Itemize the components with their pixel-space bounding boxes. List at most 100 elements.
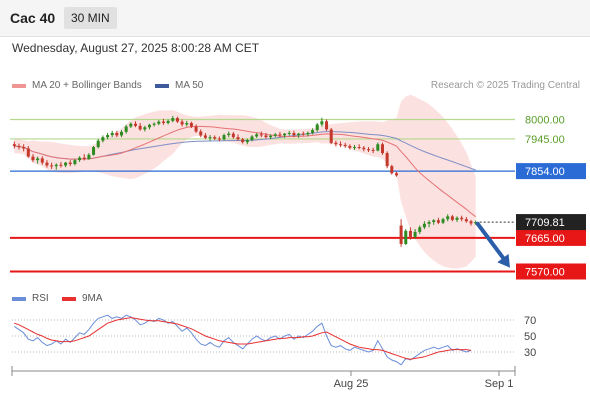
candle-body-38 [189, 123, 193, 127]
candle-body-89 [427, 222, 431, 224]
legend-ma50-label: MA 50 [175, 80, 204, 91]
candle-body-49 [241, 139, 245, 143]
candle-body-52 [255, 134, 259, 137]
candle-body-80 [385, 153, 389, 167]
level-tag-3 [516, 229, 586, 246]
x-tick-label-0: Aug 25 [334, 378, 369, 390]
legend-rsi-label: RSI [32, 293, 49, 304]
candle-body-1 [17, 146, 21, 148]
candle-body-44 [217, 138, 221, 140]
candle-body-85 [408, 230, 412, 237]
header-bar: Cac 40 30 MIN [0, 0, 590, 37]
candle-body-61 [297, 133, 301, 136]
candle-body-59 [287, 132, 291, 134]
rsi-ma-line [14, 317, 472, 360]
candle-body-34 [171, 118, 175, 121]
candle-body-12 [68, 162, 72, 165]
candle-body-41 [203, 135, 207, 138]
level-label-2: 7854.00 [525, 166, 565, 178]
candle-body-86 [413, 231, 417, 237]
candle-body-25 [129, 123, 133, 127]
candle-body-67 [325, 121, 329, 130]
current-price-tag [516, 214, 586, 231]
timeframe-badge[interactable]: 30 MIN [64, 7, 117, 29]
candle-body-90 [432, 220, 436, 223]
report-datetime: Wednesday, August 27, 2025 8:00:28 AM CE… [12, 41, 260, 55]
candle-body-50 [245, 140, 249, 143]
candle-body-19 [101, 137, 105, 141]
candle-body-18 [96, 140, 100, 148]
candle-body-99 [474, 222, 478, 224]
candle-body-70 [339, 144, 343, 146]
candle-body-87 [418, 227, 422, 232]
candle-body-93 [446, 216, 450, 220]
legend-ma20-label: MA 20 + Bollinger Bands [32, 80, 142, 91]
level-tag-2 [516, 163, 586, 180]
rsi-tick-2: 30 [524, 347, 536, 359]
ma20-swatch [12, 83, 26, 88]
candle-body-0 [12, 144, 16, 147]
candle-body-82 [394, 173, 398, 176]
candle-body-81 [390, 166, 394, 174]
candle-body-46 [227, 133, 231, 136]
candle-body-40 [199, 131, 203, 136]
rsi-tick-0: 70 [524, 315, 536, 327]
instrument-title: Cac 40 [10, 10, 56, 26]
current-price-label: 7709.81 [525, 217, 565, 229]
rsi-line [14, 314, 472, 366]
candle-body-47 [231, 133, 235, 138]
legend-rsi-ma-label: 9MA [82, 293, 103, 304]
legend-ma50: MA 50 [155, 80, 203, 91]
candle-body-60 [292, 132, 296, 136]
candle-body-6 [40, 158, 44, 163]
candle-body-15 [82, 157, 86, 160]
ma20-line [14, 125, 476, 218]
candle-body-36 [180, 121, 184, 125]
rsi-ma-swatch [62, 296, 76, 301]
candle-body-73 [352, 147, 357, 149]
candle-body-21 [110, 132, 114, 136]
level-label-3: 7665.00 [525, 233, 565, 245]
candle-body-91 [436, 220, 440, 223]
candle-body-65 [315, 124, 319, 131]
candle-body-57 [278, 134, 282, 136]
candle-body-31 [157, 121, 161, 124]
candle-body-5 [36, 158, 40, 161]
candle-body-88 [422, 223, 426, 228]
candle-body-14 [78, 157, 82, 161]
research-credit: Research © 2025 Trading Central [430, 80, 580, 91]
legend-ma20: MA 20 + Bollinger Bands [12, 80, 142, 91]
candle-body-27 [138, 125, 142, 130]
candle-body-9 [54, 164, 58, 167]
candle-body-98 [469, 221, 473, 224]
candle-body-77 [371, 149, 375, 151]
candle-body-8 [50, 165, 54, 167]
candle-body-66 [320, 121, 324, 125]
candle-body-75 [362, 147, 366, 150]
bollinger-band [14, 94, 476, 269]
candle-body-17 [92, 147, 96, 155]
candle-body-30 [152, 123, 156, 125]
level-label-0: 8000.00 [525, 115, 565, 127]
legend-rsi: RSI [12, 293, 49, 304]
level-tag-4 [516, 263, 586, 280]
candle-body-94 [450, 216, 454, 220]
candle-body-71 [343, 144, 347, 147]
level-label-4: 7570.00 [525, 267, 565, 279]
candle-body-11 [64, 162, 68, 166]
rsi-tick-1: 50 [524, 331, 536, 343]
candle-body-48 [236, 137, 240, 140]
candle-body-43 [213, 137, 217, 139]
candle-body-97 [464, 219, 468, 222]
candle-body-92 [441, 219, 445, 223]
candle-body-33 [166, 120, 170, 124]
x-tick-label-1: Sep 1 [485, 378, 514, 390]
candle-body-23 [119, 131, 124, 136]
candle-body-79 [380, 144, 384, 154]
candle-body-84 [404, 230, 408, 244]
candle-body-20 [106, 135, 110, 138]
projection-arrow-shaft [475, 221, 508, 264]
candle-body-24 [124, 126, 128, 132]
candle-body-78 [376, 144, 380, 151]
